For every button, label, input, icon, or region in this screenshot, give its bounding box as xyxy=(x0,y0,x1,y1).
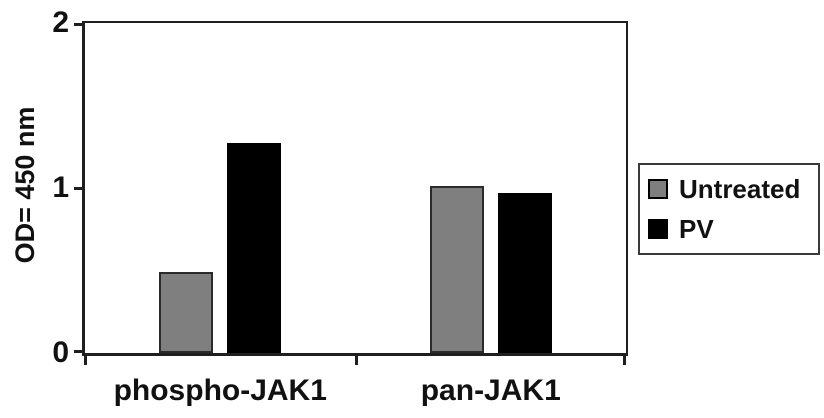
legend-item-untreated: Untreated xyxy=(648,169,810,209)
legend-item-pv: PV xyxy=(648,209,810,249)
category-label-phospho-JAK1: phospho-JAK1 xyxy=(113,374,327,407)
bar-pv-pan-JAK1 xyxy=(497,192,552,353)
y-axis-title: OD= 450 nm xyxy=(10,106,40,264)
y-tick-label: 0 xyxy=(52,336,69,369)
x-tick xyxy=(84,356,87,365)
y-tick xyxy=(74,350,82,353)
untreated-swatch xyxy=(648,179,668,199)
legend-label-untreated: Untreated xyxy=(679,173,801,204)
plot-area: 0 1 2 phospho-JAK1 pan-JAK1 xyxy=(52,8,628,407)
y-tick-label: 2 xyxy=(52,6,69,39)
x-tick xyxy=(354,356,358,365)
y-tick xyxy=(74,23,82,26)
bar-pv-phospho-JAK1 xyxy=(227,143,282,353)
category-label-pan-JAK1: pan-JAK1 xyxy=(420,374,561,407)
y-tick xyxy=(74,187,82,190)
x-tick xyxy=(623,356,626,365)
bar-untreated-phospho-JAK1 xyxy=(159,272,214,353)
pv-swatch xyxy=(648,219,668,239)
bar-untreated-pan-JAK1 xyxy=(429,186,484,353)
y-tick-label: 1 xyxy=(52,171,69,204)
legend: Untreated PV xyxy=(638,163,820,255)
legend-label-pv: PV xyxy=(679,213,714,244)
